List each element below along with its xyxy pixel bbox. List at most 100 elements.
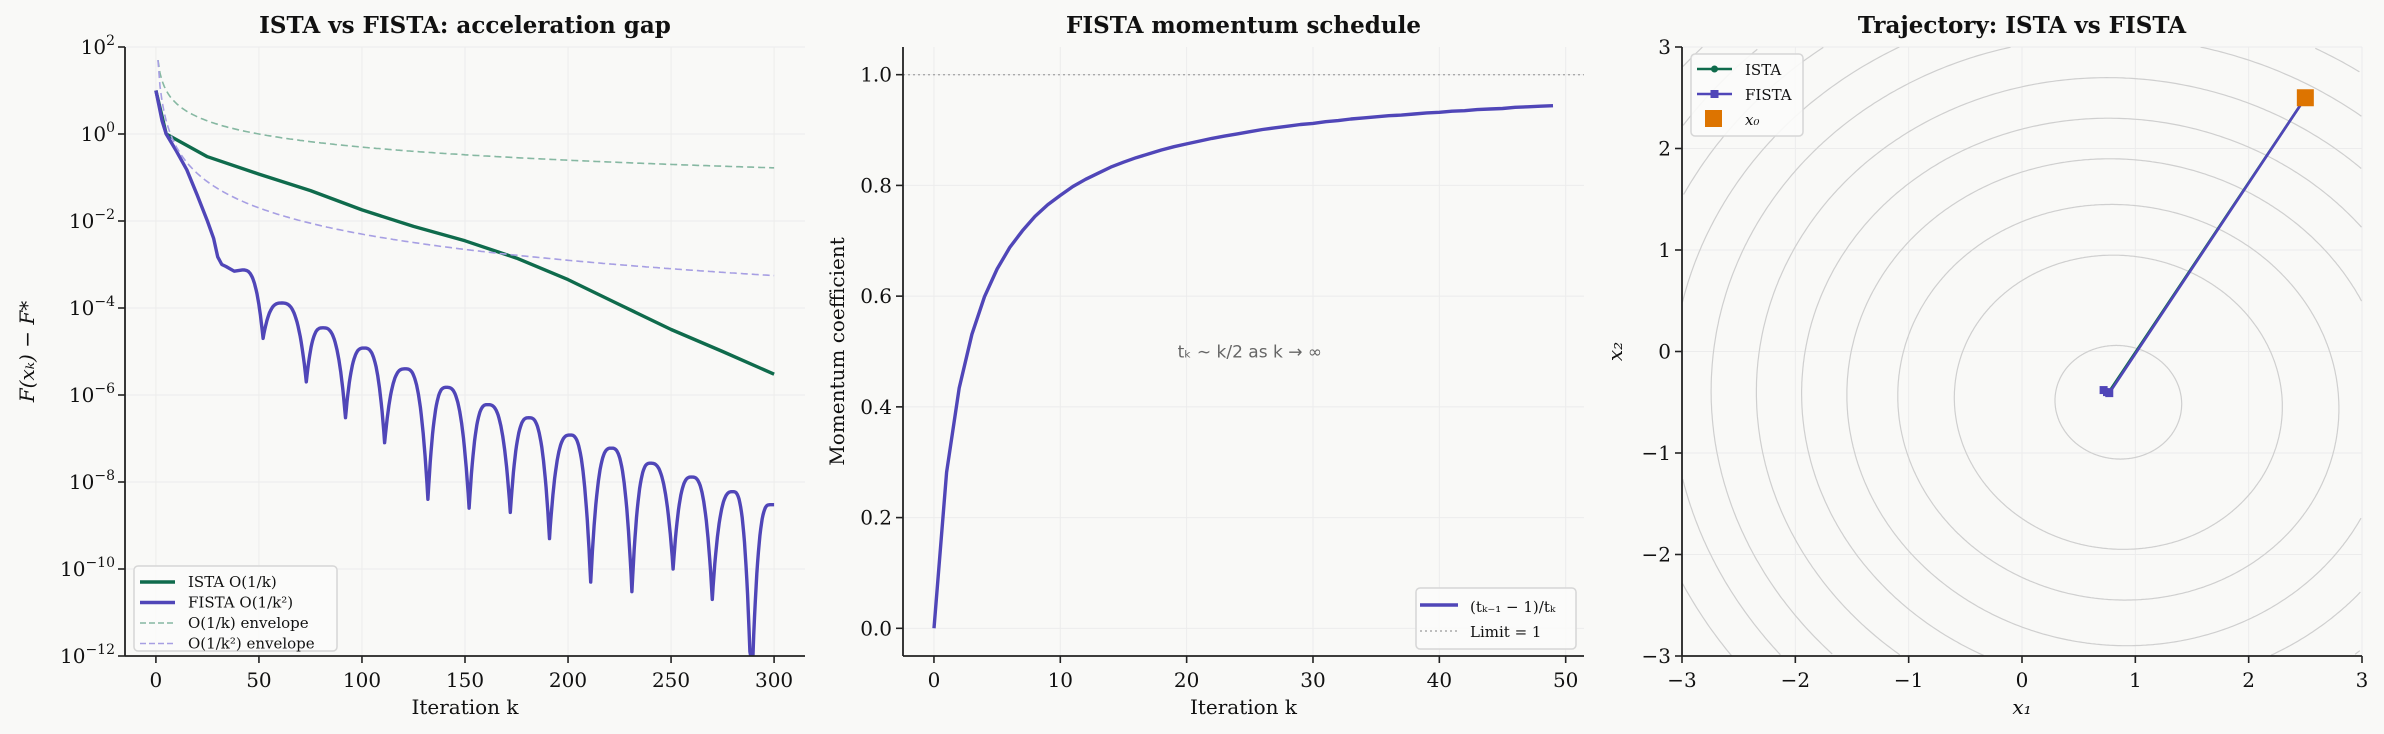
y-tick-exponent: −12 [85, 642, 115, 658]
legend-label: FISTA O(1/k²) [188, 594, 293, 612]
x-tick-label: 40 [1427, 668, 1452, 692]
x-tick-label: 0 [928, 668, 941, 692]
x-tick-label: 50 [246, 668, 271, 692]
y-tick-exponent: −4 [94, 294, 115, 310]
chart-title: Trajectory: ISTA vs FISTA [1858, 12, 2187, 39]
fista-point [2103, 388, 2111, 397]
y-tick-label: 0 [1658, 340, 1671, 364]
x-tick-label: 2 [2242, 668, 2255, 692]
annotation: tₖ ∼ k/2 as k → ∞ [1178, 343, 1322, 363]
y-tick-base: 10 [69, 209, 94, 233]
contour-line [2054, 344, 2183, 460]
y-tick-exponent: −6 [94, 381, 115, 397]
panel-trajectory: Trajectory: ISTA vs FISTA x₁ x₂ −3 −2 −1 0 1 2 3 −… [1603, 12, 2368, 719]
x-tick-label: 30 [1300, 668, 1325, 692]
y-tick-label: 10−12 [60, 642, 115, 668]
contour-line [1710, 47, 2362, 655]
legend-label: FISTA [1745, 86, 1792, 104]
y-tick-label: 10−4 [69, 294, 115, 320]
legend-label: O(1/k²) envelope [188, 635, 315, 653]
contour-line [1953, 254, 2283, 550]
y-tick-label: 10−6 [69, 381, 115, 407]
x-tick-label: 10 [1048, 668, 1073, 692]
y-tick-exponent: 0 [106, 120, 115, 136]
x-tick-label: 150 [446, 668, 484, 692]
contour-line [1755, 76, 2362, 656]
legend-label: x₀ [1745, 111, 1759, 129]
x-tick-label: 3 [2356, 668, 2369, 692]
plot-area [154, 59, 775, 656]
trajectory-fista [2102, 97, 2307, 395]
y-tick-base: 10 [69, 470, 94, 494]
legend-label: Limit = 1 [1470, 623, 1541, 641]
y-tick-label: 0.2 [860, 506, 892, 530]
y-tick-label: 0.8 [860, 173, 892, 197]
x-tick-label: −1 [1894, 668, 1923, 692]
start-point-marker [2296, 89, 2314, 107]
series-o-1-k-envelope [157, 60, 775, 277]
chart-title: ISTA vs FISTA: acceleration gap [259, 12, 671, 39]
legend-box [1415, 587, 1577, 650]
y-axis-label: Momentum coefficient [825, 237, 849, 465]
plot-area [903, 73, 1584, 629]
contour-line [1897, 203, 2340, 601]
series-fista-o-1-k- [154, 90, 775, 656]
y-tick-label: 10−8 [69, 468, 115, 494]
contour-line [1846, 158, 2362, 647]
y-tick-label: 2 [1658, 137, 1671, 161]
legend-label: (tₖ₋₁ − 1)/tₖ [1470, 598, 1556, 616]
series-momentum [932, 104, 1554, 629]
y-tick-label: 1.0 [860, 63, 892, 87]
x-axis-label: x₁ [2012, 695, 2031, 719]
x-tick-label: 200 [549, 668, 587, 692]
y-tick-label: 10−10 [60, 555, 115, 581]
y-tick-exponent: 2 [106, 33, 115, 49]
x-axis-label: Iteration k [411, 695, 519, 719]
plot-area [1682, 47, 2362, 656]
y-tick-base: 10 [69, 383, 94, 407]
y-tick-exponent: −10 [85, 555, 115, 571]
y-tick-label: 100 [81, 120, 115, 146]
legend-label: ISTA O(1/k) [188, 573, 277, 591]
y-tick-label: 0.4 [860, 395, 892, 419]
x-tick-label: 50 [1553, 668, 1578, 692]
y-tick-label: −1 [1642, 441, 1671, 465]
y-tick-label: −3 [1642, 644, 1671, 668]
series-o-1-k-envelope [157, 59, 775, 169]
chart-title: FISTA momentum schedule [1066, 12, 1421, 39]
y-tick-label: 102 [81, 33, 115, 59]
y-tick-base: 10 [81, 35, 106, 59]
x-tick-label: 300 [755, 668, 793, 692]
legend-label: O(1/k) envelope [188, 614, 309, 632]
y-tick-label: 10−2 [69, 207, 115, 233]
legend-marker [1710, 90, 1719, 98]
y-tick-base: 10 [69, 296, 94, 320]
y-tick-label: 0.6 [860, 284, 892, 308]
y-tick-base: 10 [81, 122, 106, 146]
y-axis-label: F(xₖ) − F* [15, 301, 39, 403]
contour-line [1801, 117, 2362, 656]
x-tick-label: −3 [1667, 668, 1696, 692]
panel-momentum: FISTA momentum schedule Iteration k Moment… [825, 12, 1584, 719]
y-tick-label: 3 [1658, 35, 1671, 59]
legend-marker [1711, 65, 1718, 73]
panel-convergence: ISTA vs FISTA: acceleration gap Iteration… [15, 12, 805, 719]
x-tick-label: −2 [1781, 668, 1810, 692]
x-tick-label: 0 [2016, 668, 2029, 692]
y-tick-exponent: −2 [94, 207, 115, 223]
x-tick-label: 250 [652, 668, 690, 692]
contour-line [1682, 47, 2360, 656]
x-tick-label: 20 [1174, 668, 1199, 692]
y-tick-label: 0.0 [860, 616, 892, 640]
y-tick-label: 1 [1658, 238, 1671, 262]
x-tick-label: 100 [343, 668, 381, 692]
y-tick-base: 10 [60, 644, 85, 668]
x-tick-label: 0 [150, 668, 163, 692]
y-tick-base: 10 [60, 557, 85, 581]
legend-box [133, 565, 338, 652]
series-ista-o-1-k- [154, 90, 775, 376]
x-axis-label: Iteration k [1190, 695, 1298, 719]
y-tick-exponent: −8 [94, 468, 115, 484]
y-axis-label: x₂ [1603, 342, 1627, 361]
